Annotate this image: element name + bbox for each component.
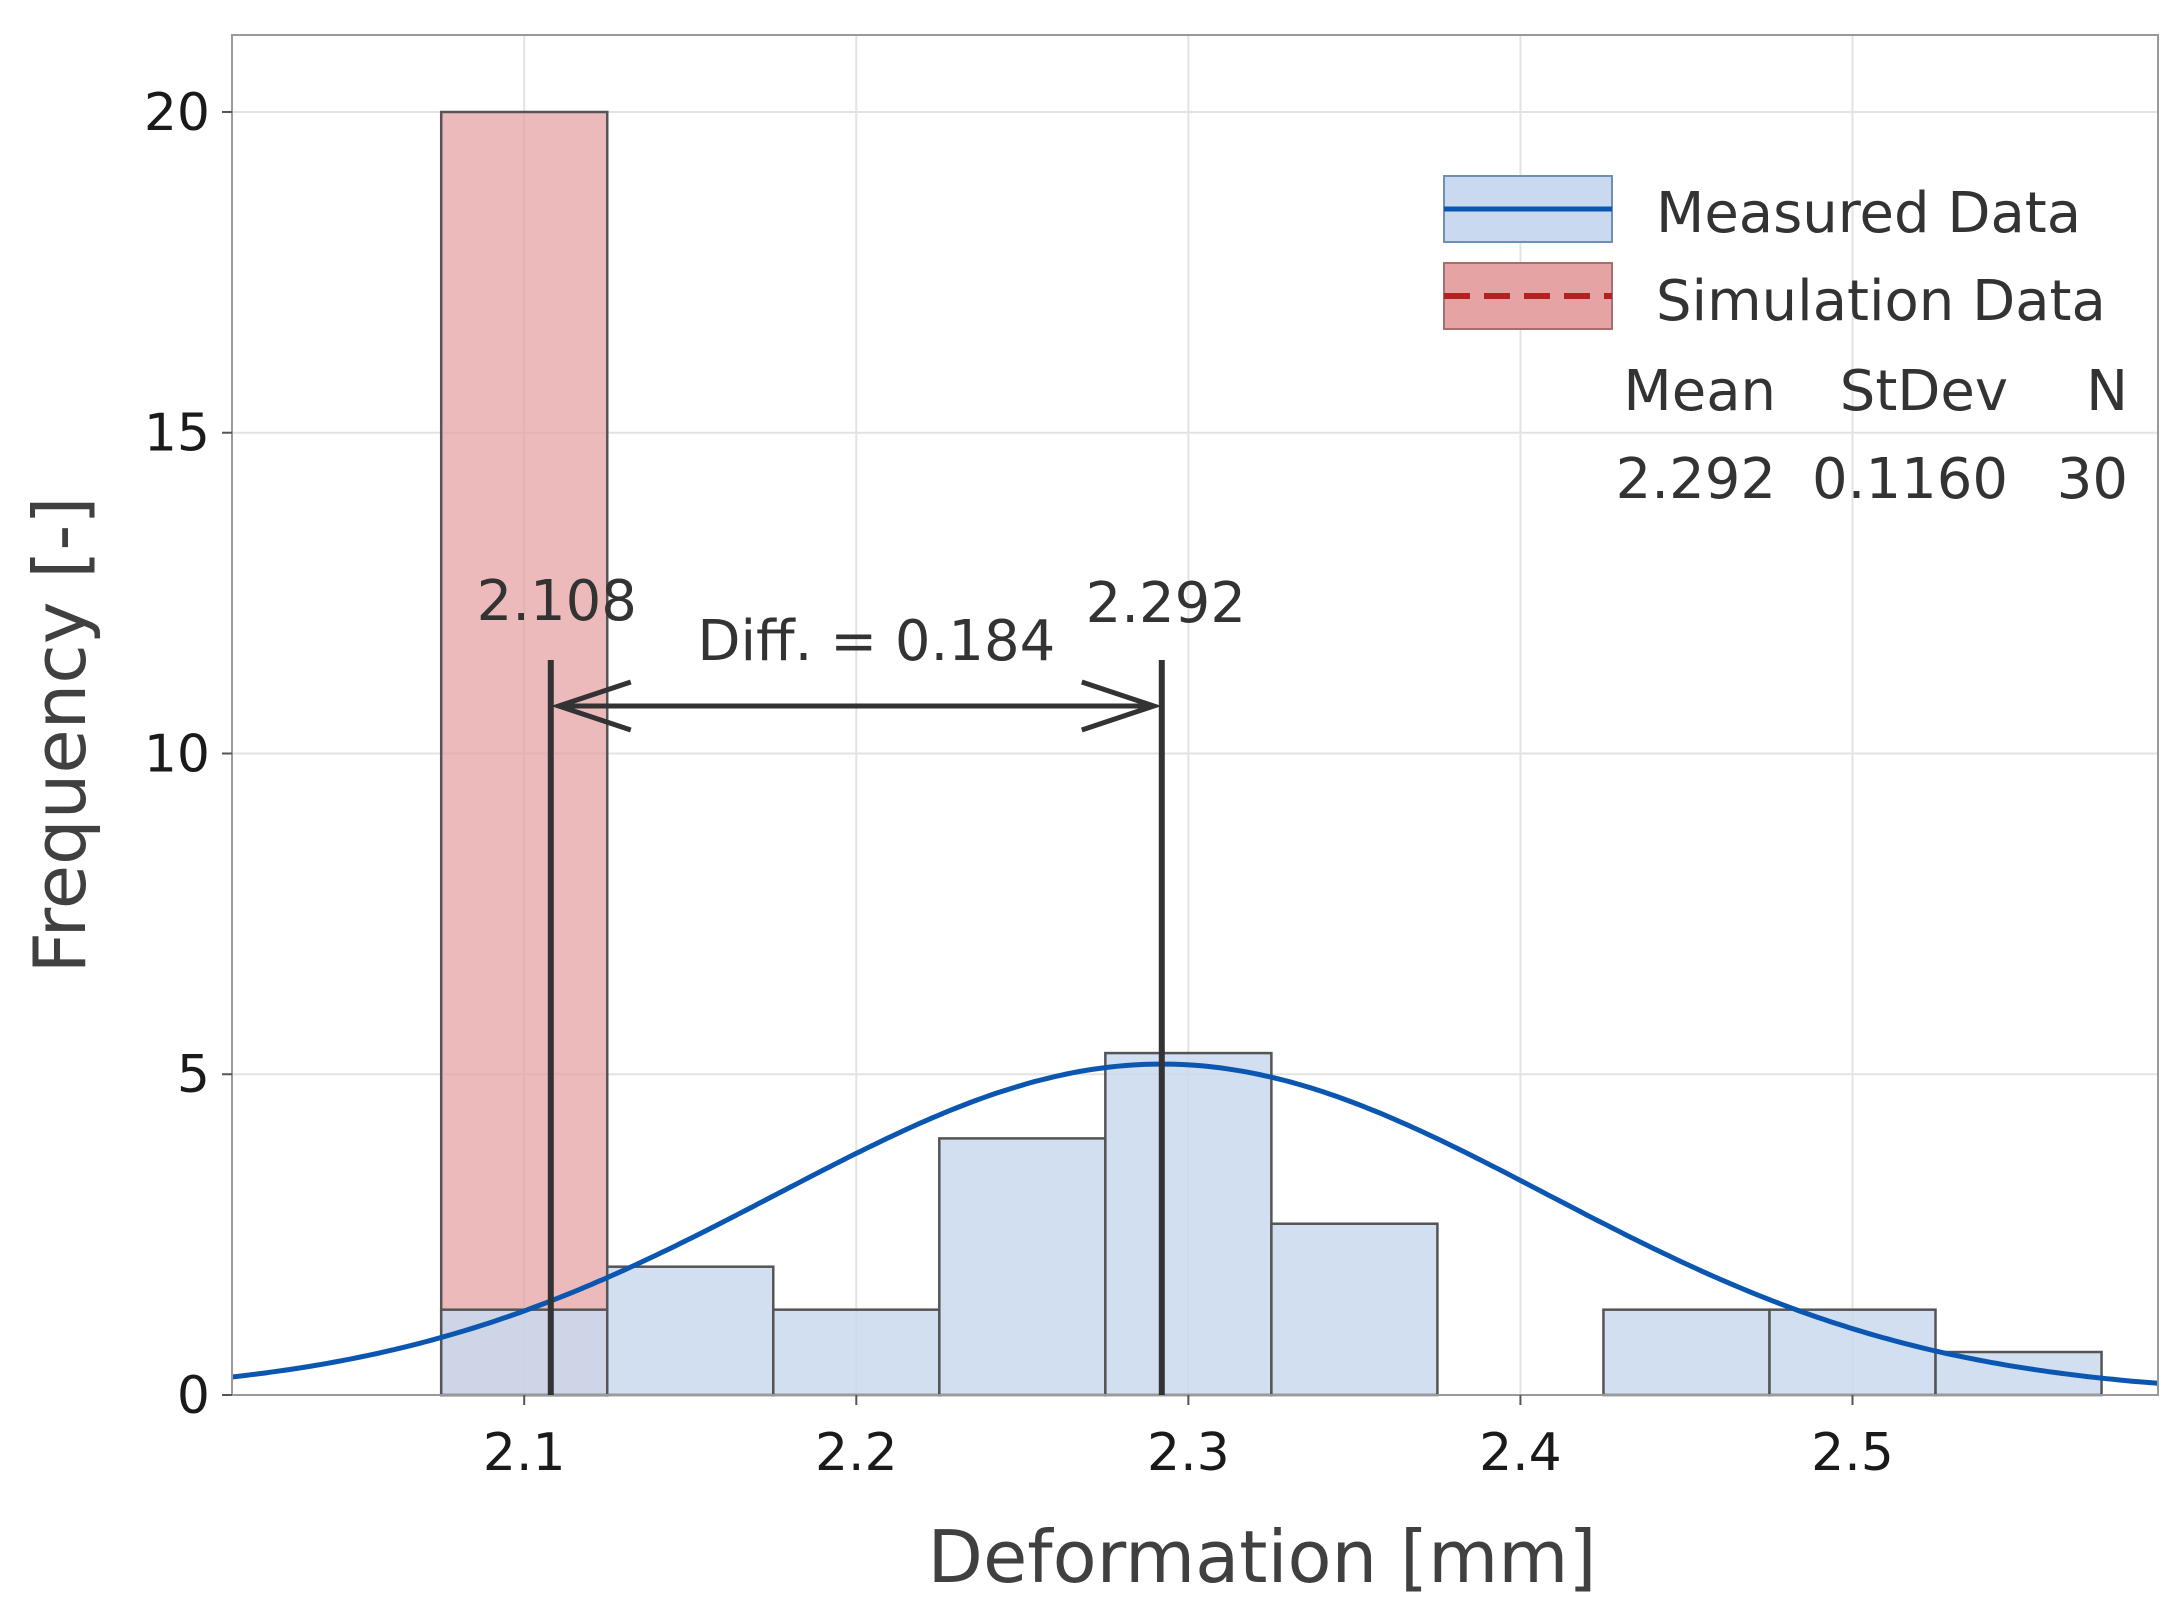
arrow-head-left: [550, 679, 632, 733]
x-tick-label: 2.5: [1811, 1423, 1894, 1483]
stats-header-n: N: [2086, 359, 2128, 424]
simulation-bar: [439, 110, 609, 1397]
legend-label-measured: Measured Data: [1656, 181, 2081, 246]
stats-value-mean: 2.292: [1616, 447, 1776, 512]
y-tick-label: 0: [177, 1366, 210, 1426]
measured-bar: [439, 1308, 609, 1397]
plot-frame: [231, 34, 2159, 1396]
y-tick-label: 20: [144, 83, 210, 143]
simulation-mean-label: 2.108: [477, 569, 637, 634]
y-tick-label: 5: [177, 1045, 210, 1105]
y-tick-label: 10: [144, 724, 210, 784]
legend-label-simulation: Simulation Data: [1656, 269, 2106, 334]
stats-header-mean: Mean: [1623, 359, 1776, 424]
y-axis-ticks: 0 5 10 15 20: [144, 83, 232, 1426]
mean-difference-annotation: 2.108 2.292 Diff. = 0.184: [477, 569, 1246, 1395]
x-axis-ticks: 2.1 2.2 2.3 2.4 2.5: [483, 1395, 1894, 1483]
x-tick-label: 2.1: [483, 1423, 566, 1483]
measured-bar: [772, 1308, 941, 1397]
difference-label: Diff. = 0.184: [697, 609, 1055, 674]
measured-mean-label: 2.292: [1086, 571, 1246, 636]
measured-bar: [1270, 1222, 1439, 1397]
measured-bar: [1104, 1051, 1273, 1397]
measured-bar: [1602, 1308, 1771, 1397]
stats-value-stdev: 0.1160: [1812, 447, 2008, 512]
x-tick-label: 2.4: [1479, 1423, 1562, 1483]
measured-bar: [1768, 1308, 1937, 1397]
legend: Measured Data Simulation Data Mean StDev…: [1443, 175, 2128, 512]
y-tick-label: 15: [144, 404, 210, 464]
arrow-head-right: [1080, 679, 1162, 733]
measured-bar: [938, 1137, 1107, 1397]
y-axis-label: Frequency [-]: [18, 497, 102, 974]
x-tick-label: 2.3: [1147, 1423, 1230, 1483]
stats-header-stdev: StDev: [1840, 359, 2008, 424]
x-axis-label: Deformation [mm]: [928, 1515, 1597, 1599]
measured-bar: [605, 1265, 775, 1397]
stats-value-n: 30: [2057, 447, 2128, 512]
x-tick-label: 2.2: [815, 1423, 898, 1483]
